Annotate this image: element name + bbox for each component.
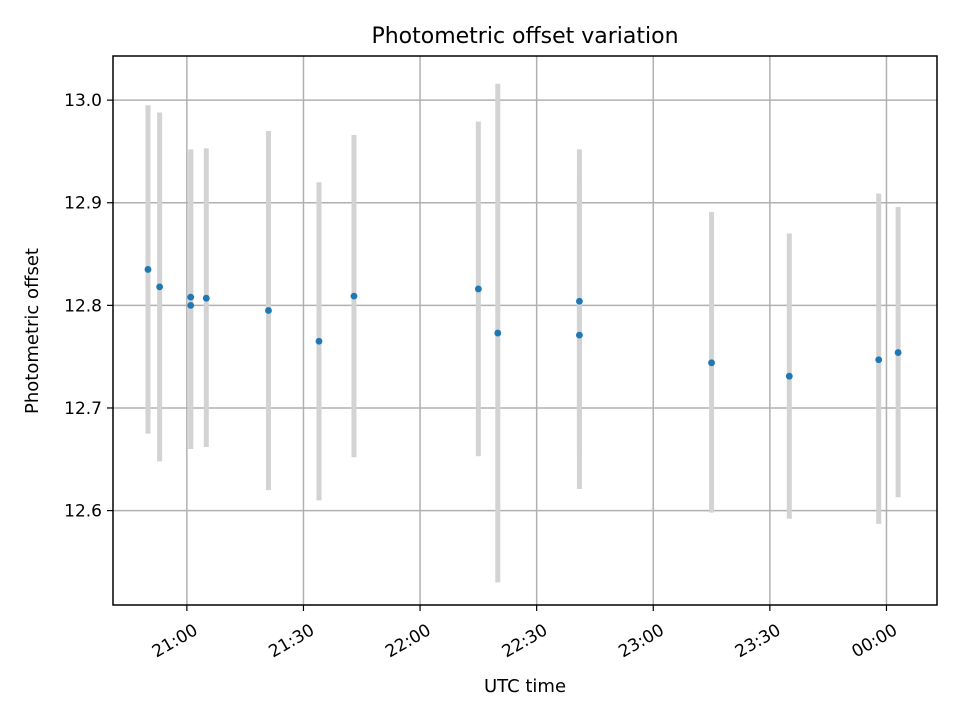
data-point	[187, 293, 195, 301]
plot-frame	[112, 55, 938, 606]
data-point	[315, 337, 323, 345]
data-point	[576, 297, 583, 305]
data-point	[144, 266, 152, 273]
x-axis-ticks: 21:00 21:30 22:00 22:30 23:00 23:30 00:00	[149, 605, 901, 662]
data-point	[156, 283, 164, 291]
data-point	[202, 294, 210, 302]
data-point	[576, 331, 583, 339]
grid-lines	[113, 56, 937, 605]
x-axis-label: UTC time	[484, 676, 566, 697]
y-tick-label: 13.0	[64, 91, 102, 111]
data-point	[350, 292, 358, 300]
data-point	[187, 301, 195, 309]
x-tick-label: 23:00	[615, 620, 667, 662]
chart-title: Photometric offset variation	[371, 24, 678, 49]
error-bars	[145, 83, 901, 583]
data-point	[875, 356, 883, 364]
x-tick-label: 22:00	[382, 620, 434, 662]
data-point	[894, 349, 902, 356]
data-points	[144, 266, 902, 380]
x-tick-label: 23:30	[732, 620, 784, 662]
x-tick-label: 21:30	[266, 620, 318, 662]
y-tick-label: 12.7	[64, 399, 102, 419]
y-tick-label: 12.8	[64, 296, 102, 316]
data-point	[708, 359, 715, 367]
data-point	[494, 329, 502, 337]
x-tick-label: 21:00	[149, 620, 201, 662]
data-point	[265, 307, 272, 314]
x-tick-label: 22:30	[499, 620, 551, 662]
y-tick-label: 12.9	[64, 194, 102, 214]
data-point	[474, 285, 482, 293]
x-tick-label: 00:00	[849, 620, 901, 662]
y-axis-label: Photometric offset	[22, 248, 43, 414]
y-axis-ticks: 12.6 12.7 12.8 12.9 13.0	[64, 91, 113, 522]
y-tick-label: 12.6	[64, 502, 102, 522]
data-point	[785, 372, 793, 380]
